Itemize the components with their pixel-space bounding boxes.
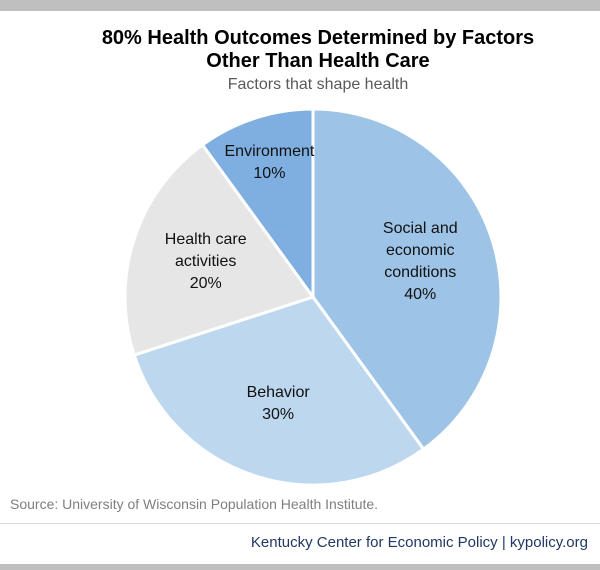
- slice-label: Behavior 30%: [213, 382, 343, 426]
- category-label: Health care activities: [164, 231, 247, 271]
- value-label: 40%: [404, 286, 437, 304]
- pie-slice: [123, 142, 316, 357]
- slice-label: Environment 10%: [204, 141, 334, 185]
- pie-slice: [200, 107, 315, 302]
- pie-slice: [311, 107, 503, 452]
- category-label: Environment: [224, 142, 315, 160]
- top-bar: [0, 0, 600, 11]
- slice-label: Social and economic conditions 40%: [365, 218, 475, 306]
- footer: Kentucky Center for Economic Policy | ky…: [250, 534, 588, 551]
- chart-subtitle: Factors that shape health: [227, 76, 409, 93]
- category-label: Behavior: [246, 384, 310, 402]
- slice-label: Health care activities 20%: [156, 229, 256, 295]
- category-label: Social and economic conditions: [382, 220, 458, 282]
- value-label: 30%: [262, 406, 295, 424]
- source-note: Source: University of Wisconsin Populati…: [10, 496, 379, 512]
- divider: [0, 523, 600, 524]
- bottom-bar: [0, 564, 600, 570]
- value-label: 20%: [189, 275, 222, 293]
- value-label: 10%: [253, 164, 286, 182]
- chart-title: 80% Health Outcomes Determined by Factor…: [101, 27, 535, 72]
- pie-slice: [132, 295, 426, 487]
